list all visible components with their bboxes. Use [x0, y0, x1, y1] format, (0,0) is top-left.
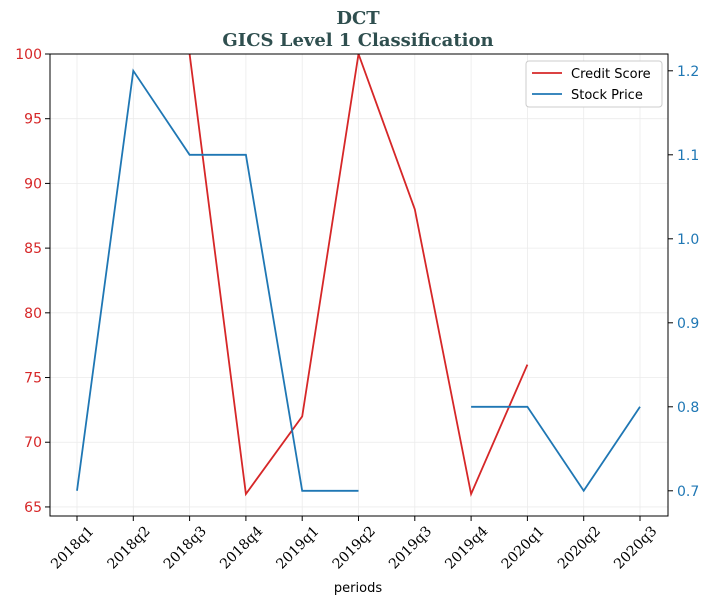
x-tick-label: 2018q3: [161, 523, 210, 572]
x-tick-label: 2019q2: [330, 523, 379, 572]
x-axis-label: periods: [334, 581, 382, 596]
right-tick-label: 1.0: [677, 232, 699, 248]
left-tick-label: 80: [24, 306, 42, 322]
right-tick-label: 0.7: [677, 484, 699, 500]
left-tick-label: 100: [15, 47, 42, 63]
series-layer: [76, 54, 641, 498]
x-tick-label: 2018q1: [48, 523, 97, 572]
left-tick-label: 75: [24, 371, 42, 387]
x-tick-label: 2018q4: [217, 523, 266, 572]
x-tick-label: 2020q1: [499, 523, 548, 572]
plot-area: [49, 53, 669, 517]
legend-label-credit-score: Credit Score: [571, 67, 651, 82]
series-line-stock-price: [76, 68, 359, 492]
x-tick-label: 2019q4: [442, 523, 491, 572]
right-tick-label: 1.2: [677, 64, 699, 80]
x-tick-label: 2020q2: [555, 523, 604, 572]
left-tick-label: 85: [24, 241, 42, 257]
x-tick-label: 2018q2: [104, 523, 153, 572]
chart-title: DCT: [336, 8, 380, 29]
left-tick-label: 70: [24, 435, 42, 451]
legend: Credit Score Stock Price: [525, 60, 663, 108]
grid: [50, 53, 668, 516]
right-tick-label: 0.9: [677, 316, 699, 332]
series-line-credit-score: [188, 54, 529, 498]
x-tick-label: 2019q1: [273, 523, 322, 572]
x-tick-label: 2019q3: [386, 523, 435, 572]
left-tick-label: 65: [24, 500, 42, 516]
left-tick-label: 95: [24, 112, 42, 128]
x-tick-label: 2020q3: [611, 523, 660, 572]
right-tick-label: 1.1: [677, 148, 699, 164]
left-tick-label: 90: [24, 176, 42, 192]
legend-label-stock-price: Stock Price: [571, 88, 643, 103]
axis-ticks: 2018q1 2018q2 2018q3 2018q4 2019q1 2019q2 2019…: [15, 47, 699, 572]
series-line-stock-price: [471, 405, 641, 493]
chart-subtitle: GICS Level 1 Classification: [222, 30, 493, 51]
right-tick-label: 0.8: [677, 400, 699, 416]
